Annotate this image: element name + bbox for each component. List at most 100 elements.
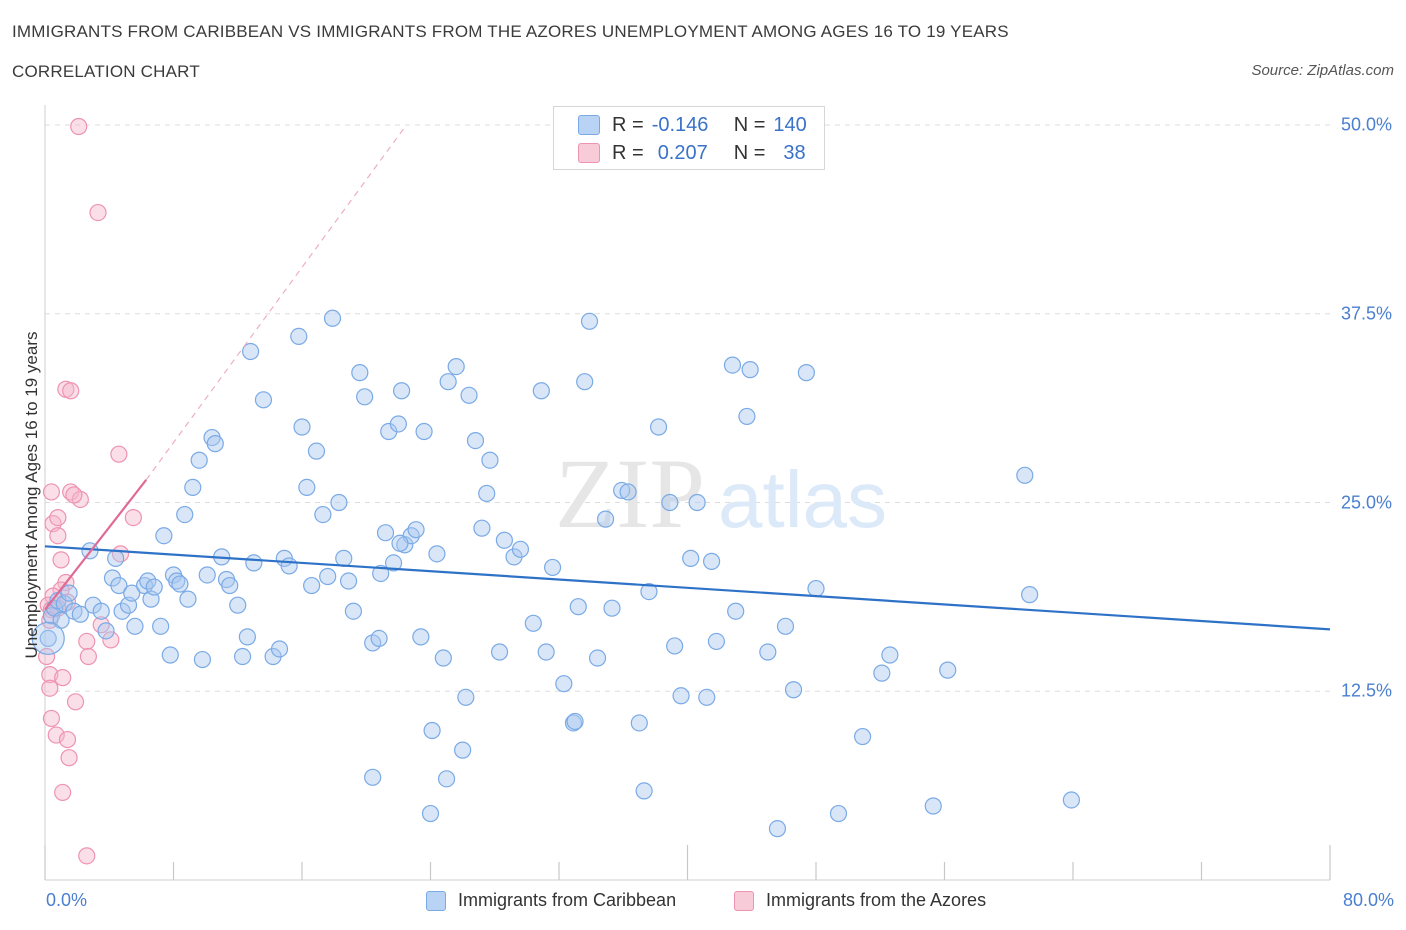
caribbean-point bbox=[702, 552, 721, 570]
caribbean-point bbox=[537, 643, 555, 661]
y-tick-label: 37.5% bbox=[1340, 303, 1392, 324]
caribbean-point bbox=[92, 602, 110, 620]
azores-point bbox=[49, 508, 67, 527]
caribbean-point bbox=[797, 364, 815, 382]
caribbean-point bbox=[784, 681, 803, 699]
y-tick-label: 12.5% bbox=[1340, 680, 1392, 701]
caribbean-point bbox=[741, 361, 759, 379]
caribbean-point bbox=[270, 640, 289, 658]
caribbean-point bbox=[619, 483, 637, 501]
azores-point bbox=[41, 679, 59, 697]
caribbean-point bbox=[454, 741, 472, 759]
caribbean-point bbox=[184, 478, 202, 496]
azores-point bbox=[110, 445, 128, 463]
caribbean-point bbox=[307, 442, 326, 460]
legend-row-azores: R = 0.207 N = 38 bbox=[578, 141, 806, 165]
caribbean-point bbox=[460, 386, 478, 404]
azores-trend-extension bbox=[145, 124, 407, 481]
caribbean-point bbox=[31, 621, 65, 656]
caribbean-point bbox=[238, 628, 256, 646]
azores-point bbox=[78, 632, 96, 651]
legend-n-label: N = bbox=[733, 141, 766, 164]
caribbean-point bbox=[110, 576, 128, 595]
correlation-legend: R = -0.146 N = 140 R = 0.207 N = 38 bbox=[553, 106, 825, 170]
caribbean-point bbox=[1016, 466, 1034, 484]
caribbean-point bbox=[881, 646, 899, 664]
caribbean-point bbox=[339, 572, 358, 590]
caribbean-point bbox=[635, 782, 653, 800]
azores-point bbox=[58, 730, 77, 749]
caribbean-point bbox=[738, 407, 756, 426]
x-tick-max: 80.0% bbox=[1342, 890, 1394, 910]
caribbean-point bbox=[171, 575, 189, 593]
caribbean-point bbox=[576, 373, 594, 391]
azores-point bbox=[102, 631, 120, 649]
caribbean-point bbox=[490, 643, 509, 661]
y-tick-label: 50.0% bbox=[1340, 114, 1392, 135]
x-tick-min: 0.0% bbox=[46, 890, 88, 910]
azores-point bbox=[42, 483, 61, 501]
caribbean-point bbox=[661, 493, 679, 512]
chart-subtitle: CORRELATION CHART bbox=[12, 62, 200, 81]
caribbean-point bbox=[580, 312, 599, 330]
caribbean-point bbox=[145, 578, 163, 596]
azores-point bbox=[66, 693, 85, 711]
caribbean-point bbox=[759, 643, 777, 661]
caribbean-point bbox=[298, 478, 316, 496]
caribbean-point bbox=[423, 721, 441, 740]
caribbean-point bbox=[640, 582, 658, 601]
bottom-legend-label-caribbean: Immigrants from Caribbean bbox=[458, 890, 677, 910]
caribbean-point bbox=[161, 646, 179, 664]
caribbean-point bbox=[566, 712, 584, 731]
azores-point bbox=[38, 647, 56, 666]
caribbean-point bbox=[280, 557, 298, 575]
caribbean-point bbox=[221, 576, 239, 595]
azores-point bbox=[47, 726, 65, 744]
azores-point bbox=[79, 647, 97, 666]
azores-point bbox=[78, 847, 96, 865]
caribbean-point bbox=[391, 534, 409, 552]
caribbean-point bbox=[152, 617, 170, 635]
azores-point bbox=[54, 669, 72, 687]
caribbean-point bbox=[768, 820, 787, 838]
caribbean-point bbox=[473, 519, 491, 537]
caribbean-point bbox=[364, 768, 382, 786]
caribbean-point bbox=[543, 558, 562, 577]
caribbean-point bbox=[330, 493, 348, 512]
caribbean-point bbox=[293, 418, 311, 436]
caribbean-point bbox=[376, 524, 395, 542]
caribbean-point bbox=[97, 622, 115, 640]
caribbean-point bbox=[126, 617, 144, 635]
legend-n-value: 38 bbox=[783, 141, 806, 164]
chart-title: IMMIGRANTS FROM CARIBBEAN VS IMMIGRANTS … bbox=[12, 22, 1009, 41]
azores-point bbox=[41, 666, 59, 684]
caribbean-point bbox=[168, 572, 186, 590]
legend-row-caribbean: R = -0.146 N = 140 bbox=[578, 113, 807, 137]
azores-trend-line bbox=[44, 479, 148, 611]
caribbean-point bbox=[344, 602, 362, 620]
caribbean-trend-line bbox=[44, 545, 1331, 631]
caribbean-point bbox=[233, 647, 252, 666]
caribbean-point bbox=[873, 664, 891, 682]
bottom-swatch-azores bbox=[734, 890, 754, 911]
caribbean-point bbox=[198, 566, 216, 584]
caribbean-point bbox=[254, 391, 273, 409]
azores-point bbox=[70, 117, 88, 136]
caribbean-points bbox=[31, 309, 1080, 838]
bottom-legend-azores: Immigrants from the Azores bbox=[734, 890, 986, 911]
bottom-swatch-caribbean bbox=[426, 890, 446, 911]
legend-swatch-azores bbox=[578, 143, 600, 163]
azores-point bbox=[49, 527, 67, 545]
caribbean-point bbox=[206, 435, 224, 453]
caribbean-point bbox=[412, 628, 430, 646]
caribbean-point bbox=[179, 590, 197, 608]
caribbean-point bbox=[649, 418, 668, 436]
caribbean-point bbox=[39, 629, 57, 648]
caribbean-point bbox=[613, 481, 631, 500]
azores-point bbox=[89, 203, 107, 222]
bottom-legend-caribbean: Immigrants from Caribbean bbox=[426, 890, 676, 911]
caribbean-point bbox=[176, 505, 194, 524]
azores-point bbox=[42, 709, 61, 728]
y-tick-label: 25.0% bbox=[1340, 492, 1392, 512]
